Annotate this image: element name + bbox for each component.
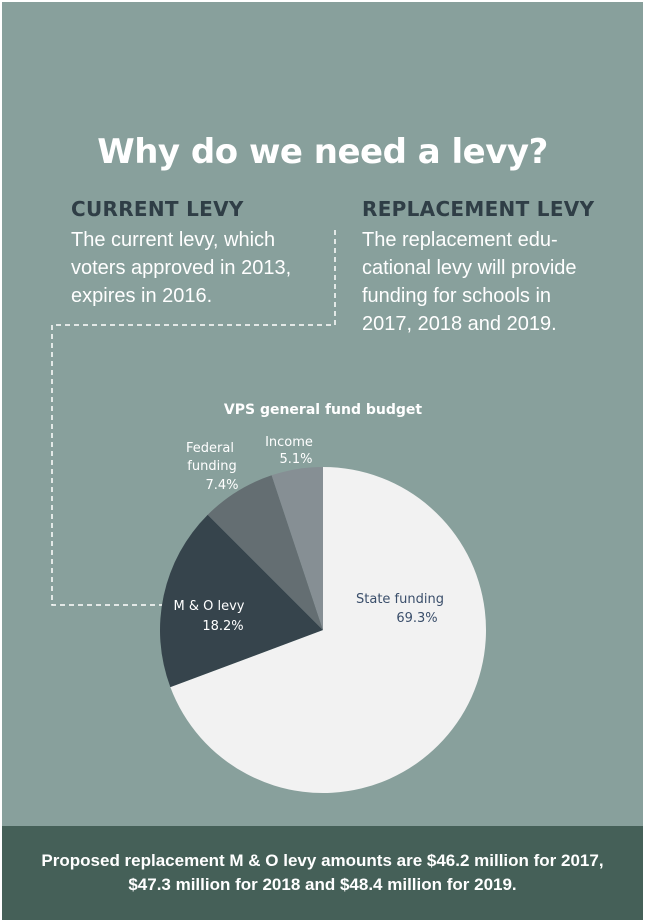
footer-banner: Proposed replacement M & O levy amounts … bbox=[2, 826, 643, 920]
slice-label-federal-funding-line: Federal bbox=[186, 441, 234, 456]
current-levy-line: The current levy, which bbox=[71, 229, 276, 251]
pie-slice-federal-funding bbox=[207, 475, 323, 630]
replacement-levy-line: 2017, 2018 and 2019. bbox=[362, 313, 557, 335]
slice-value-mo-levy: 18.2% bbox=[202, 619, 243, 634]
replacement-levy-heading: REPLACEMENT LEVY bbox=[362, 197, 595, 221]
slice-label-income: Income bbox=[265, 435, 313, 450]
slice-label-federal-funding-line: funding bbox=[187, 459, 236, 474]
chart-title: VPS general fund budget bbox=[224, 402, 423, 418]
slice-value-federal-funding: 7.4% bbox=[205, 478, 238, 493]
slice-value-state-funding: 69.3% bbox=[396, 611, 437, 626]
pie-slice-m-o-levy bbox=[160, 514, 323, 688]
connector-dashed-line bbox=[51, 230, 336, 606]
replacement-levy-line: The replacement edu- bbox=[362, 229, 558, 251]
footer-line: Proposed replacement M & O levy amounts … bbox=[41, 851, 604, 870]
footer-line: $47.3 million for 2018 and $48.4 million… bbox=[128, 875, 517, 894]
current-levy-heading: CURRENT LEVY bbox=[71, 197, 244, 221]
pie-slices bbox=[160, 467, 487, 793]
replacement-levy-line: cational levy will provide bbox=[362, 257, 577, 279]
page-title: Why do we need a levy? bbox=[97, 132, 548, 172]
replacement-levy-text: The replacement edu- cational levy will … bbox=[362, 226, 577, 338]
pie-slice-state-funding bbox=[170, 467, 487, 793]
pie-slice-income bbox=[271, 467, 323, 630]
pie-chart: VPS general fund budget State funding 69… bbox=[51, 230, 487, 793]
slice-label-mo-levy: M & O levy bbox=[174, 599, 245, 614]
slice-value-income: 5.1% bbox=[279, 452, 312, 467]
current-levy-line: voters approved in 2013, bbox=[71, 257, 292, 279]
current-levy-text: The current levy, which voters approved … bbox=[71, 226, 291, 310]
current-levy-line: expires in 2016. bbox=[71, 285, 213, 307]
slice-label-state-funding: State funding bbox=[356, 592, 444, 607]
replacement-levy-line: funding for schools in bbox=[362, 285, 552, 307]
